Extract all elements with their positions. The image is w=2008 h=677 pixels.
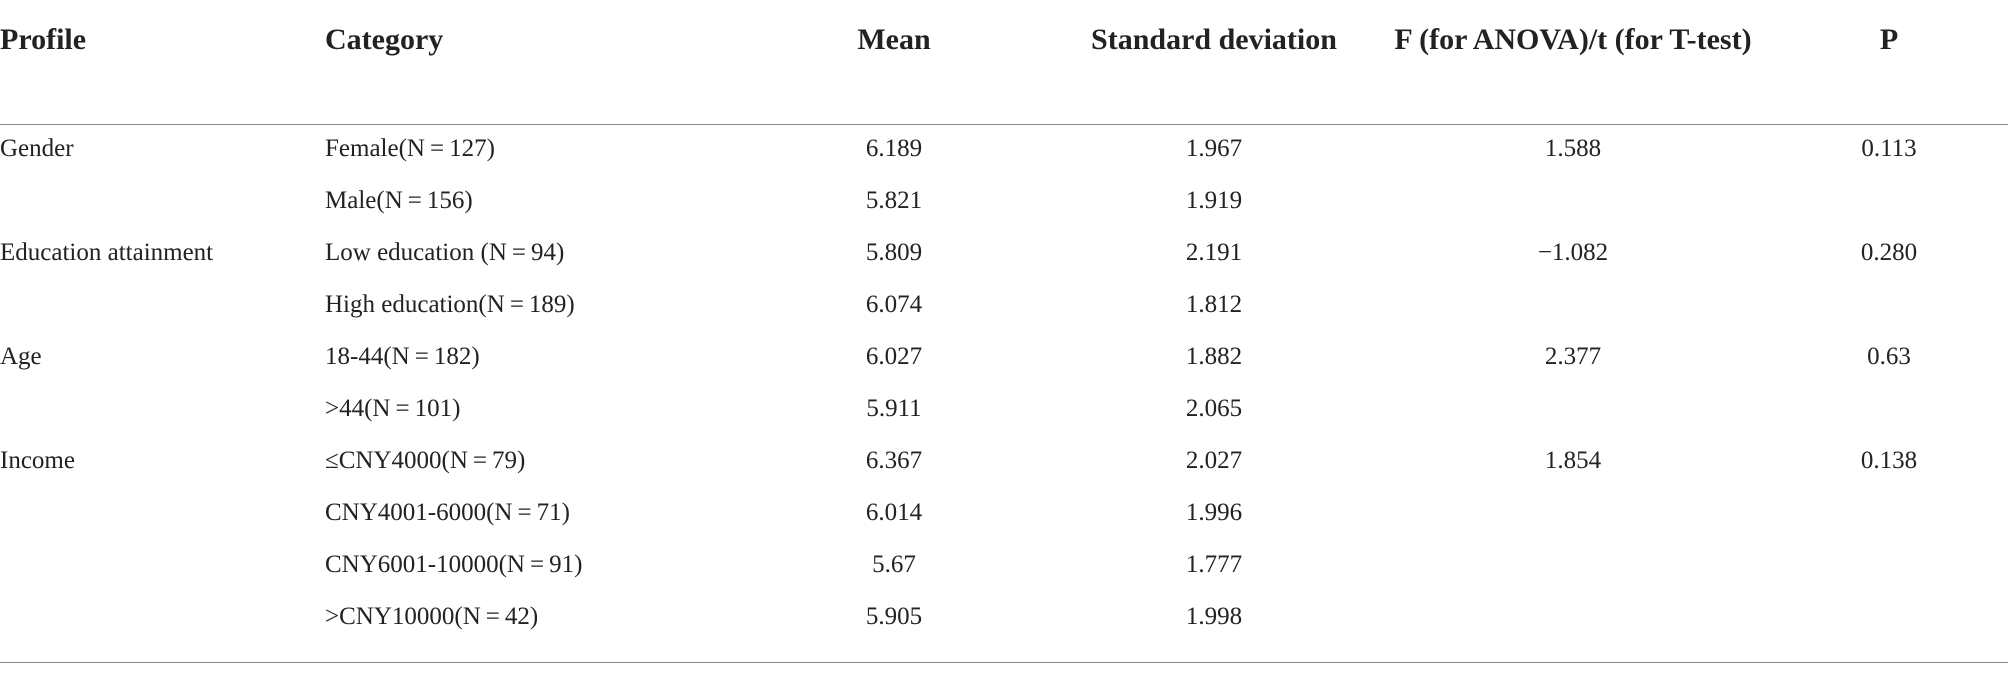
table-cell: Age [0, 343, 42, 370]
table-cell: Education attainment [0, 239, 214, 266]
table-cell: 1.919 [1185, 187, 1243, 214]
table-cell: 2.065 [1185, 395, 1243, 422]
table-cell: 0.63 [1867, 343, 1911, 370]
table-cell: 2.377 [1544, 343, 1602, 370]
table-cell: High education(N = 189) [325, 291, 575, 318]
table-cell: 1.854 [1544, 447, 1602, 474]
table-cell: 2.191 [1185, 239, 1243, 266]
bottom-rule [0, 662, 2008, 663]
table-cell: 5.821 [865, 187, 923, 214]
header-cell: Category [325, 23, 444, 56]
table-cell: 5.905 [865, 603, 923, 630]
table-cell: 0.280 [1860, 239, 1918, 266]
table-cell: ≤CNY4000(N = 79) [325, 447, 526, 474]
table-cell: 5.911 [866, 395, 922, 422]
table-cell: 18-44(N = 182) [325, 343, 480, 370]
table-cell: Income [0, 447, 75, 474]
table-cell: CNY6001-10000(N = 91) [325, 551, 583, 578]
table-cell: >CNY10000(N = 42) [325, 603, 539, 630]
header-cell: Profile [0, 23, 87, 56]
table-cell: 6.189 [865, 135, 923, 162]
table-cell: 1.882 [1185, 343, 1243, 370]
header-cell: Standard deviation [1091, 23, 1337, 56]
table-cell: >44(N = 101) [325, 395, 461, 422]
table-cell: 5.809 [865, 239, 923, 266]
table-cell: 2.027 [1185, 447, 1243, 474]
table-cell: 6.027 [865, 343, 923, 370]
table-cell: 0.113 [1861, 135, 1917, 162]
table-cell: 6.014 [865, 499, 923, 526]
table-cell: Low education (N = 94) [325, 239, 565, 266]
table-cell: 1.998 [1185, 603, 1243, 630]
table-cell: Male(N = 156) [325, 187, 473, 214]
table-cell: −1.082 [1537, 239, 1609, 266]
header-rule [0, 124, 2008, 125]
header-cell: Mean [857, 23, 931, 56]
table-cell: 1.777 [1185, 551, 1243, 578]
table-cell: 0.138 [1860, 447, 1918, 474]
table-cell: Gender [0, 135, 74, 162]
table-cell: 1.996 [1185, 499, 1243, 526]
table-cell: Female(N = 127) [325, 135, 495, 162]
header-cell: P [1879, 23, 1899, 56]
table-cell: 1.588 [1544, 135, 1602, 162]
table-cell: CNY4001-6000(N = 71) [325, 499, 570, 526]
table-cell: 1.812 [1185, 291, 1243, 318]
table-cell: 5.67 [872, 551, 916, 578]
header-cell: F (for ANOVA)/t (for T-test) [1394, 23, 1752, 56]
table-cell: 1.967 [1185, 135, 1243, 162]
table-cell: 6.074 [865, 291, 923, 318]
table-cell: 6.367 [865, 447, 923, 474]
